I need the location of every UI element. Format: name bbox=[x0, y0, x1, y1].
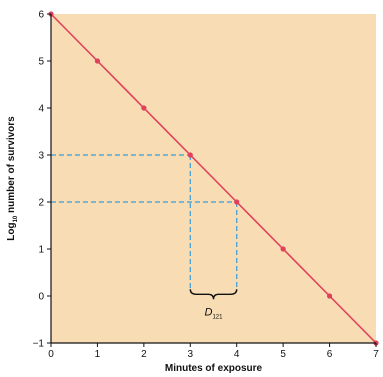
x-axis-ticks: 0 1 2 3 4 5 6 7 bbox=[48, 343, 379, 360]
guide-lines bbox=[51, 154, 238, 292]
d-value-label-main: D bbox=[205, 306, 213, 318]
series-line bbox=[50, 13, 377, 344]
data-point bbox=[280, 246, 286, 252]
data-point bbox=[94, 58, 101, 64]
y-axis-title-sub: 10 bbox=[13, 215, 19, 222]
y-tick-label: 1 bbox=[38, 245, 44, 256]
y-axis-ticks: −1 0 1 2 3 4 5 6 bbox=[33, 10, 51, 350]
x-tick-label: 4 bbox=[234, 349, 240, 360]
x-tick-label: 2 bbox=[141, 349, 147, 360]
annotation-layer: D121 bbox=[189, 289, 238, 320]
y-tick-label: 0 bbox=[38, 292, 44, 303]
y-axis-title-main: Log bbox=[6, 222, 17, 240]
x-tick-label: 5 bbox=[280, 349, 286, 360]
x-axis-title: Minutes of exposure bbox=[165, 363, 263, 374]
x-tick-label: 7 bbox=[373, 349, 379, 360]
data-point bbox=[187, 152, 193, 158]
x-tick-label: 3 bbox=[188, 349, 194, 360]
x-tick-label: 0 bbox=[48, 349, 54, 360]
series-layer bbox=[48, 11, 379, 346]
x-tick-label: 1 bbox=[95, 349, 101, 360]
d-value-label-sub: 121 bbox=[212, 314, 223, 320]
y-tick-label: 3 bbox=[38, 151, 44, 162]
y-tick-label: 5 bbox=[38, 57, 44, 68]
y-axis-title: Log10 number of survivors bbox=[6, 116, 19, 241]
data-point bbox=[326, 293, 333, 299]
axes bbox=[50, 14, 376, 344]
x-tick-label: 6 bbox=[327, 349, 333, 360]
y-axis-title-rest: number of survivors bbox=[6, 116, 17, 216]
y-tick-label: 4 bbox=[38, 104, 44, 115]
d-value-brace bbox=[189, 289, 238, 300]
data-point bbox=[234, 199, 240, 205]
y-tick-label: 2 bbox=[38, 198, 44, 209]
y-tick-label: −1 bbox=[33, 339, 45, 350]
d-value-label: D121 bbox=[205, 306, 224, 320]
y-tick-label: 6 bbox=[38, 10, 44, 21]
data-point bbox=[141, 105, 147, 111]
